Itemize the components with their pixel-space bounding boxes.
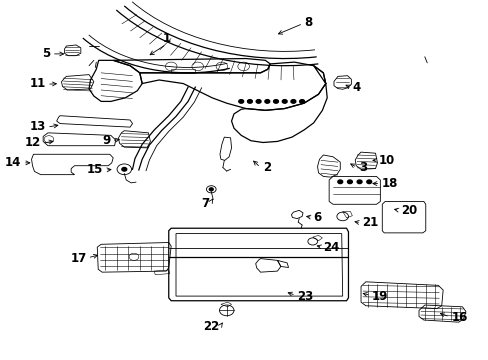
Text: 18: 18 bbox=[381, 177, 397, 190]
Text: 13: 13 bbox=[29, 120, 45, 133]
Circle shape bbox=[273, 100, 278, 103]
Text: 9: 9 bbox=[102, 134, 111, 147]
Text: 20: 20 bbox=[400, 204, 416, 217]
Text: 5: 5 bbox=[42, 47, 50, 60]
Text: 2: 2 bbox=[263, 161, 270, 174]
Text: 16: 16 bbox=[450, 311, 467, 324]
Text: 19: 19 bbox=[371, 289, 387, 303]
Text: 22: 22 bbox=[203, 320, 219, 333]
Text: 14: 14 bbox=[5, 156, 21, 168]
Text: 1: 1 bbox=[162, 32, 170, 45]
Circle shape bbox=[347, 180, 352, 184]
Circle shape bbox=[356, 180, 361, 184]
Circle shape bbox=[337, 180, 342, 184]
Circle shape bbox=[264, 100, 269, 103]
Circle shape bbox=[209, 188, 213, 191]
Text: 10: 10 bbox=[378, 154, 394, 167]
Text: 15: 15 bbox=[87, 163, 103, 176]
Text: 3: 3 bbox=[359, 161, 367, 174]
Text: 7: 7 bbox=[201, 197, 209, 210]
Text: 24: 24 bbox=[323, 241, 339, 255]
Circle shape bbox=[282, 100, 286, 103]
Text: 4: 4 bbox=[352, 81, 360, 94]
Text: 11: 11 bbox=[29, 77, 45, 90]
Text: 17: 17 bbox=[70, 252, 86, 265]
Circle shape bbox=[247, 100, 252, 103]
Circle shape bbox=[299, 100, 304, 103]
Circle shape bbox=[238, 100, 243, 103]
Text: 23: 23 bbox=[296, 289, 312, 303]
Circle shape bbox=[122, 167, 126, 171]
Text: 8: 8 bbox=[304, 16, 312, 29]
Circle shape bbox=[256, 100, 261, 103]
Text: 21: 21 bbox=[361, 216, 378, 229]
Text: 6: 6 bbox=[313, 211, 321, 224]
Text: 12: 12 bbox=[24, 136, 41, 149]
Circle shape bbox=[366, 180, 371, 184]
Circle shape bbox=[290, 100, 295, 103]
